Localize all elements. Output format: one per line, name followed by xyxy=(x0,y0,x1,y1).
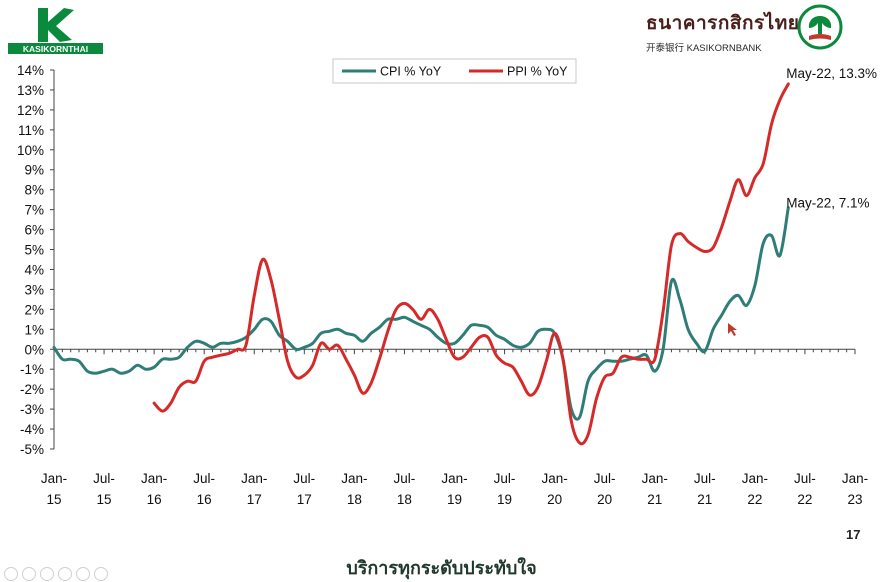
x-tick-label-line2: 22 xyxy=(747,492,762,507)
x-tick-label-line2: 16 xyxy=(147,492,162,507)
y-tick-label: -4% xyxy=(20,422,44,437)
kasikornthai-logo: KASIKORNTHAI xyxy=(8,8,103,54)
x-axis: Jan- 15 Jul- 15 Jan- 16 Jul- 16 Jan- 17 Jul- 17 Jan-… xyxy=(41,348,868,507)
x-tick-label-line1: Jan- xyxy=(842,471,868,486)
y-tick-label: -3% xyxy=(20,402,44,417)
y-tick-label: 1% xyxy=(24,322,44,337)
y-axis: -5% -4% -3% -2% -1% 0% 1% 2% 3% 4% 5% 6% 7% 8% 9% 10% 11… xyxy=(17,63,55,457)
x-tick-label-line1: Jan- xyxy=(241,471,267,486)
y-tick-label: 6% xyxy=(24,223,44,238)
x-tick-label-line1: Jul- xyxy=(93,471,115,486)
x-tick-label-line2: 17 xyxy=(297,492,312,507)
y-tick-label: 10% xyxy=(17,143,44,158)
x-tick-label-line1: Jul- xyxy=(494,471,516,486)
x-tick-label-line1: Jan- xyxy=(742,471,768,486)
x-tick-label-line2: 21 xyxy=(697,492,712,507)
cursor-pointer-icon xyxy=(728,323,737,336)
cpi-ppi-chart: -5% -4% -3% -2% -1% 0% 1% 2% 3% 4% 5% 6% 7% 8% 9% 10% 11… xyxy=(17,58,877,507)
y-tick-label: 0% xyxy=(24,342,44,357)
x-tick-label-line2: 19 xyxy=(447,492,462,507)
y-tick-label: 5% xyxy=(24,243,44,258)
legend: CPI % YoY PPI % YoY xyxy=(332,58,577,84)
kasikornthai-band xyxy=(8,43,103,54)
annotation-cpi-may22: May-22, 7.1% xyxy=(786,196,869,211)
x-tick-label-line2: 20 xyxy=(547,492,562,507)
y-tick-label: 2% xyxy=(24,302,44,317)
x-tick-label-line1: Jan- xyxy=(642,471,668,486)
y-tick-label: 14% xyxy=(17,63,44,78)
x-tick-label-line1: Jan- xyxy=(441,471,467,486)
series-line-ppi xyxy=(152,82,790,446)
x-tick-label-line2: 16 xyxy=(197,492,212,507)
x-tick-label-line2: 15 xyxy=(97,492,112,507)
y-tick-label: 9% xyxy=(24,163,44,178)
toolbar-pen-icon[interactable] xyxy=(40,567,54,581)
y-tick-label: 13% xyxy=(17,83,44,98)
y-tick-label: 3% xyxy=(24,282,44,297)
right-logo-thai: ธนาคารกสิกรไทย xyxy=(646,12,800,34)
x-tick-label-line1: Jul- xyxy=(193,471,215,486)
x-tick-label-line2: 15 xyxy=(46,492,61,507)
legend-label-cpi: CPI % YoY xyxy=(380,65,442,79)
x-tick-label-line2: 18 xyxy=(397,492,412,507)
y-tick-label: -2% xyxy=(20,382,44,397)
right-logo-en: 开泰银行 KASIKORNBANK xyxy=(646,43,762,54)
kasikornbank-emblem-icon xyxy=(797,4,843,50)
series-line-cpi xyxy=(52,206,790,421)
legend-label-ppi: PPI % YoY xyxy=(507,65,568,79)
kasikornbank-wordmark: ธนาคารกสิกรไทย 开泰银行 KASIKORNBANK xyxy=(646,8,799,54)
x-tick-label-line2: 17 xyxy=(247,492,262,507)
y-tick-label: 8% xyxy=(24,183,44,198)
page-number: 17 xyxy=(846,527,861,542)
x-tick-label-line2: 21 xyxy=(647,492,662,507)
x-tick-label-line2: 18 xyxy=(347,492,362,507)
toolbar-zoom-icon[interactable] xyxy=(76,567,90,581)
y-tick-label: -1% xyxy=(20,362,44,377)
toolbar-next-icon[interactable] xyxy=(22,567,36,581)
x-tick-label-line1: Jul- xyxy=(293,471,315,486)
x-tick-label-line1: Jul- xyxy=(594,471,616,486)
x-tick-label-line1: Jan- xyxy=(41,471,67,486)
x-tick-label-line2: 22 xyxy=(797,492,812,507)
x-tick-label-line2: 23 xyxy=(847,492,862,507)
x-tick-label-line1: Jan- xyxy=(141,471,167,486)
x-tick-label-line1: Jan- xyxy=(341,471,367,486)
x-tick-label-line1: Jan- xyxy=(541,471,567,486)
y-tick-label: 12% xyxy=(17,103,44,118)
y-tick-label: 11% xyxy=(18,123,44,138)
annotation-ppi-may22: May-22, 13.3% xyxy=(786,66,877,81)
left-logo-text: KASIKORNTHAI xyxy=(23,44,88,54)
x-tick-label-line2: 19 xyxy=(497,492,512,507)
y-tick-label: 4% xyxy=(24,262,44,277)
y-tick-label: 7% xyxy=(24,203,44,218)
footer-tagline: บริการทุกระดับประทับใจ xyxy=(346,558,537,579)
toolbar-slides-icon[interactable] xyxy=(58,567,72,581)
kasikorn-k-icon xyxy=(38,8,74,42)
series-layer xyxy=(52,82,790,446)
toolbar-prev-icon[interactable] xyxy=(4,567,18,581)
x-tick-label-line1: Jul- xyxy=(394,471,416,486)
x-tick-label-line1: Jul- xyxy=(794,471,816,486)
y-tick-label: -5% xyxy=(20,442,44,457)
x-tick-label-line1: Jul- xyxy=(694,471,716,486)
x-tick-label-line2: 20 xyxy=(597,492,612,507)
toolbar-more-icon[interactable] xyxy=(94,567,108,581)
annotations: May-22, 13.3% May-22, 7.1% xyxy=(786,66,877,211)
slide-toolbar[interactable] xyxy=(4,567,108,581)
